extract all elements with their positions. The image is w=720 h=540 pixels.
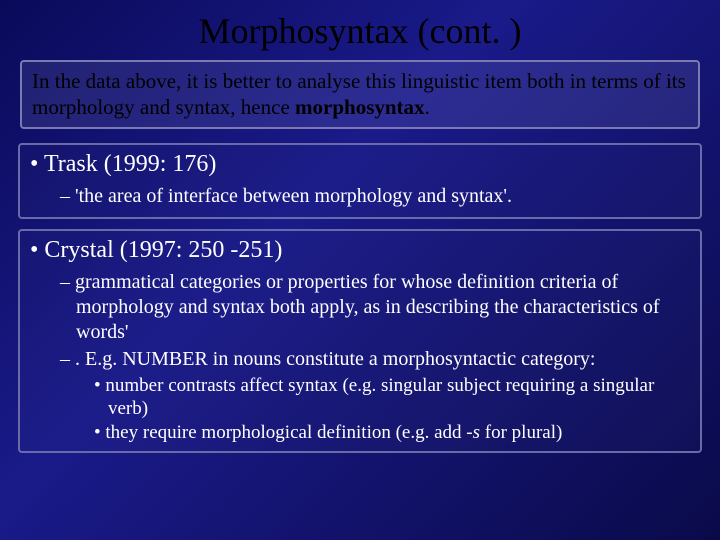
trask-block: Trask (1999: 176) 'the area of interface…	[18, 143, 702, 219]
intro-bold-term: morphosyntax	[295, 95, 425, 119]
trask-heading: Trask (1999: 176)	[30, 151, 690, 178]
crystal-sub2-italic: -s	[466, 422, 480, 443]
intro-box: In the data above, it is better to analy…	[20, 60, 700, 129]
intro-text-suffix: .	[425, 95, 430, 119]
crystal-def1: grammatical categories or properties for…	[60, 270, 690, 345]
crystal-sub2: they require morphological definition (e…	[94, 421, 690, 445]
crystal-def2: . E.g. NUMBER in nouns constitute a morp…	[60, 347, 690, 372]
trask-quote: 'the area of interface between morpholog…	[60, 184, 690, 209]
crystal-sub2-prefix: they require morphological definition (e…	[105, 422, 466, 443]
crystal-block: Crystal (1997: 250 -251) grammatical cat…	[18, 229, 702, 453]
crystal-heading: Crystal (1997: 250 -251)	[30, 237, 690, 264]
crystal-sub2-suffix: for plural)	[480, 422, 562, 443]
crystal-sub1: number contrasts affect syntax (e.g. sin…	[94, 374, 690, 422]
slide-title: Morphosyntax (cont. )	[0, 0, 720, 60]
